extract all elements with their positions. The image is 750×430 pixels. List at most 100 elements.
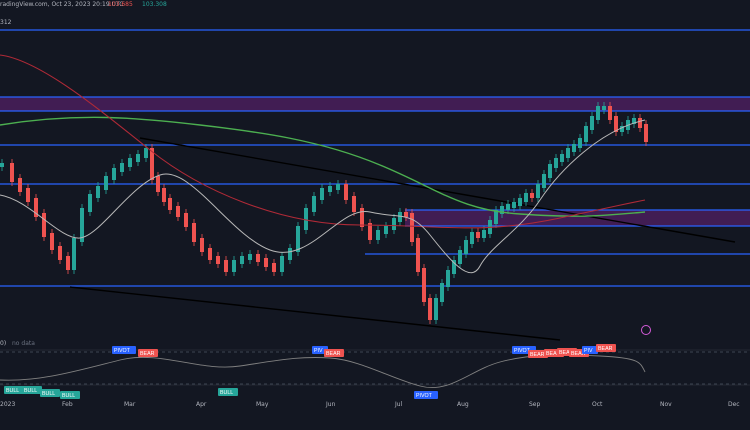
signal-bull-5: BULL xyxy=(218,388,238,396)
candle-body xyxy=(632,118,636,124)
candle-body xyxy=(506,204,510,210)
candle-body xyxy=(416,238,420,272)
candle-body xyxy=(264,258,268,267)
svg-text:BEAR: BEAR xyxy=(571,351,586,357)
candle-body xyxy=(58,246,62,260)
candle-body xyxy=(248,254,252,260)
tick-feb: Feb xyxy=(62,401,73,408)
signal-bear-3: BEAR xyxy=(528,350,548,358)
svg-text:BEAR: BEAR xyxy=(140,351,155,357)
candle-body xyxy=(296,226,300,252)
indicator-label: 0) xyxy=(0,340,7,347)
tick-nov: Nov xyxy=(660,401,672,408)
signal-bull-2: BULL xyxy=(22,386,42,394)
candle-body xyxy=(336,184,340,190)
candle-body xyxy=(458,250,462,264)
tick-sep: Sep xyxy=(529,401,541,408)
tick-jul: Jul xyxy=(395,401,403,408)
candle-body xyxy=(42,213,46,237)
source-label: radingView.com, Oct 23, 2023 20:19 UTC xyxy=(0,1,124,8)
candle-body xyxy=(452,260,456,274)
svg-text:BULL: BULL xyxy=(220,390,233,396)
candle-body xyxy=(240,256,244,264)
svg-text:PIV: PIV xyxy=(584,348,593,354)
candle-body xyxy=(216,256,220,264)
candle-body xyxy=(368,223,372,240)
value-red: 103.685 xyxy=(108,1,133,8)
trendline-upper xyxy=(139,137,736,243)
candle-body xyxy=(614,116,618,132)
svg-text:PIVOT: PIVOT xyxy=(514,348,531,354)
candle-body xyxy=(72,238,76,270)
candle-body xyxy=(360,208,364,227)
candle-body xyxy=(554,158,558,168)
candle-body xyxy=(476,232,480,238)
candle-body xyxy=(344,184,348,200)
candle-body xyxy=(200,238,204,252)
candle-body xyxy=(518,198,522,206)
candle-body xyxy=(256,254,260,262)
candle-body xyxy=(566,148,570,158)
svg-text:PIVOT: PIVOT xyxy=(416,393,433,399)
candle-body xyxy=(112,168,116,180)
svg-text:PIV: PIV xyxy=(314,348,323,354)
ma-long-line xyxy=(0,116,646,217)
candle-body xyxy=(168,198,172,210)
flash-icon xyxy=(641,325,651,335)
candle-body xyxy=(376,230,380,240)
candle-body xyxy=(10,163,14,182)
candle-body xyxy=(18,178,22,192)
candle-body xyxy=(156,176,160,192)
candle-body xyxy=(620,126,624,132)
candle-body xyxy=(500,206,504,214)
candle-body xyxy=(66,256,70,270)
signal-bull-1: BULL xyxy=(4,386,24,394)
ma-short-line xyxy=(0,119,646,273)
svg-text:BULL: BULL xyxy=(24,388,37,394)
candle-body xyxy=(96,186,100,198)
signal-pivot-4: PIV xyxy=(582,346,598,354)
candle-body xyxy=(398,212,402,222)
indicator-status: no data xyxy=(12,340,35,347)
candle-body xyxy=(446,270,450,287)
signal-bear-2: BEAR xyxy=(324,349,344,357)
svg-text:BEAR: BEAR xyxy=(546,351,561,357)
symbol-fragment: 312 xyxy=(0,19,12,26)
signal-bull-4: BULL xyxy=(60,391,80,399)
candle-body xyxy=(584,126,588,142)
candle-body xyxy=(638,118,642,128)
trendline-lower xyxy=(69,286,561,341)
candle-body xyxy=(470,232,474,244)
candle-body xyxy=(288,248,292,260)
tick-2023: 2023 xyxy=(0,401,16,408)
candle-body xyxy=(150,148,154,180)
candle-body xyxy=(572,144,576,152)
signal-bear-1: BEAR xyxy=(138,349,158,357)
candle-body xyxy=(428,298,432,320)
candle-body xyxy=(184,213,188,227)
candle-body xyxy=(328,186,332,192)
tick-apr: Apr xyxy=(196,401,207,408)
signal-bull-3: BULL xyxy=(40,389,60,397)
candle-body xyxy=(440,283,444,302)
candle-body xyxy=(88,194,92,212)
candle-body xyxy=(34,198,38,217)
candle-body xyxy=(0,163,4,167)
candle-body xyxy=(104,176,108,190)
candle-body xyxy=(320,188,324,200)
svg-text:PIVOT: PIVOT xyxy=(114,348,131,354)
candle-body xyxy=(530,193,534,198)
candle-body xyxy=(80,208,84,242)
candle-body xyxy=(404,212,408,217)
value-green: 103.308 xyxy=(142,1,167,8)
svg-text:BEAR: BEAR xyxy=(326,351,341,357)
candle-body xyxy=(232,260,236,272)
signal-bear-7: BEAR xyxy=(596,344,616,352)
svg-text:BULL: BULL xyxy=(62,393,75,399)
supply-zone-top xyxy=(0,97,750,111)
candle-body xyxy=(560,154,564,162)
candle-body xyxy=(494,210,498,224)
